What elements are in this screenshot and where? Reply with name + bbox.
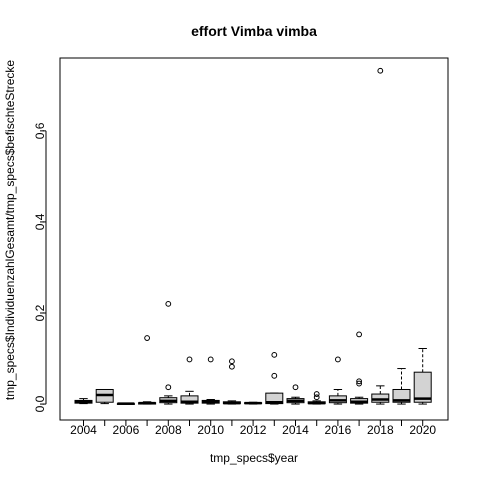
x-tick-label: 2016	[325, 423, 352, 437]
outlier-point	[292, 384, 299, 391]
outlier-point	[186, 356, 193, 363]
x-tick-label: 2004	[70, 423, 97, 437]
y-axis: 0.0 0.2 0.4 0.6	[33, 122, 47, 412]
box-iqr	[413, 371, 432, 403]
outlier-point	[165, 384, 172, 391]
box-2015	[307, 391, 326, 405]
y-tick-label: 0.0	[33, 395, 47, 412]
box-2014	[286, 384, 305, 405]
outlier-point	[313, 391, 320, 397]
chart-title: effort Vimba vimba	[191, 23, 317, 39]
box-iqr	[265, 392, 284, 405]
y-tick-label: 0.6	[33, 122, 47, 139]
outlier-point	[229, 358, 235, 365]
x-tick-label: 2020	[409, 423, 436, 437]
x-tick-label: 2018	[367, 423, 394, 437]
outlier-point	[356, 378, 363, 385]
x-axis: 2004 2006 2008 2010 2012 2014 2016 2018 2020	[70, 419, 436, 437]
outlier-point	[335, 356, 341, 363]
x-tick-label: 2008	[155, 423, 182, 437]
box-iqr	[392, 388, 411, 403]
box-2017	[350, 331, 369, 405]
box-2018	[371, 67, 390, 405]
box-2020	[413, 348, 432, 405]
outlier-point	[377, 67, 384, 74]
x-axis-label: tmp_specs$year	[210, 451, 298, 465]
y-tick-label: 0.2	[33, 304, 47, 321]
box-2007	[138, 335, 157, 405]
boxes-group	[74, 67, 432, 405]
box-2006	[116, 402, 135, 405]
box-iqr	[180, 395, 199, 404]
box-2004	[74, 398, 93, 405]
outlier-point	[356, 331, 363, 338]
outlier-point	[356, 380, 363, 387]
box-2019	[392, 368, 411, 405]
outlier-point	[313, 394, 320, 401]
x-tick-label: 2010	[197, 423, 224, 437]
box-2012	[244, 401, 263, 405]
box-2010	[201, 356, 220, 405]
x-tick-label: 2006	[113, 423, 140, 437]
outlier-point	[271, 351, 278, 358]
box-2011	[222, 358, 241, 405]
box-2008	[159, 300, 178, 405]
outlier-point	[165, 300, 172, 307]
outlier-point	[144, 335, 151, 341]
x-tick-label: 2014	[282, 423, 309, 437]
outlier-point	[271, 372, 278, 379]
box-2016	[328, 356, 347, 405]
outlier-point	[229, 363, 235, 370]
y-axis-label: tmp_specs$IndividuenzahlGesamt/tmp_specs…	[3, 60, 17, 401]
box-iqr	[371, 393, 390, 403]
y-tick-label: 0.4	[33, 213, 47, 230]
box-2013	[265, 351, 284, 405]
outlier-point	[207, 356, 214, 363]
x-tick-label: 2012	[240, 423, 267, 437]
box-2009	[180, 356, 199, 405]
box-2005	[95, 388, 114, 405]
